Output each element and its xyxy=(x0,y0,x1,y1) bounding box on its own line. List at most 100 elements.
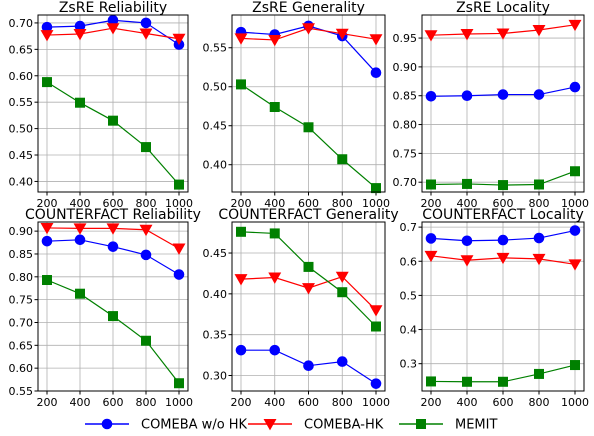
y-tick-label: 0.80 xyxy=(9,271,34,284)
x-tick-label: 800 xyxy=(332,197,353,210)
data-point xyxy=(75,288,85,299)
plot-frame xyxy=(231,221,386,392)
y-tick-label: 0.90 xyxy=(9,225,34,238)
legend-label: COMEBA-HK xyxy=(304,418,384,433)
y-tick-label: 0.40 xyxy=(203,288,228,301)
data-point xyxy=(269,228,280,239)
series-comeba-w-o-hk xyxy=(425,81,581,102)
y-tick-label: 0.60 xyxy=(9,362,34,375)
legend-marker xyxy=(263,419,277,431)
data-point xyxy=(496,252,510,265)
panel-title: ZsRE Reliability xyxy=(59,0,167,16)
x-tick-label: 600 xyxy=(493,197,514,210)
x-tick-label: 800 xyxy=(136,396,157,409)
series-comeba-hk xyxy=(234,23,383,47)
x-tick-label: 1000 xyxy=(362,396,390,409)
data-point xyxy=(268,272,282,284)
data-point xyxy=(533,232,545,244)
series-memit xyxy=(42,275,184,389)
data-point xyxy=(269,344,281,356)
y-tick-label: 0.6 xyxy=(400,255,418,268)
y-tick-label: 0.90 xyxy=(393,61,418,74)
data-point xyxy=(303,261,314,272)
y-tick-label: 0.65 xyxy=(9,43,34,56)
legend-item-memit: MEMIT xyxy=(399,418,497,433)
data-point xyxy=(269,102,280,113)
data-point xyxy=(234,274,248,286)
data-point xyxy=(108,115,118,126)
y-tick-label: 0.65 xyxy=(9,339,34,352)
data-point xyxy=(424,30,438,42)
data-point xyxy=(569,225,581,236)
panel-zsre-generality: 200 400 600 800 1000 0.40 0.45 0.50 0.55 ZsRE Gen… xyxy=(203,0,391,210)
x-tick-label: 400 xyxy=(264,396,285,409)
data-point xyxy=(426,376,436,387)
y-tick-label: 0.70 xyxy=(393,176,418,189)
data-point xyxy=(40,222,54,235)
data-point xyxy=(172,243,186,255)
x-tick-label: 1000 xyxy=(165,197,193,210)
legend-item-comeba-w-o-hk: COMEBA w/o HK xyxy=(85,418,248,433)
legend-marker xyxy=(416,419,426,429)
y-tick-label: 0.35 xyxy=(203,329,228,342)
x-tick-label: 800 xyxy=(332,396,353,409)
panel-counterfact-generality: 200 400 600 800 1000 0.30 0.35 0.40 0.45 COUNTERF… xyxy=(203,207,399,409)
panel-title: COUNTERFACT Locality xyxy=(422,207,583,223)
data-point xyxy=(371,183,381,194)
legend: COMEBA w/o HK COMEBA-HK MEMIT xyxy=(85,418,497,433)
x-tick-label: 400 xyxy=(264,197,285,210)
panel-zsre-reliability: 200 400 600 800 1000 0.40 0.45 0.50 0.55 0.60 0.65… xyxy=(9,0,194,210)
y-tick-label: 0.70 xyxy=(9,17,34,30)
data-point xyxy=(497,89,509,100)
data-point xyxy=(461,90,473,102)
data-point xyxy=(337,287,348,298)
data-point xyxy=(570,360,580,371)
y-tick-label: 0.4 xyxy=(400,324,418,337)
plot-frame xyxy=(421,221,585,392)
x-tick-label: 400 xyxy=(457,396,478,409)
data-point xyxy=(462,178,472,189)
legend-marker xyxy=(101,418,113,430)
data-point xyxy=(371,321,381,332)
data-point xyxy=(236,79,246,90)
series-comeba-w-o-hk xyxy=(41,14,185,50)
series-memit xyxy=(426,360,580,387)
data-point xyxy=(106,23,120,35)
x-tick-label: 1000 xyxy=(362,197,390,210)
data-point xyxy=(75,97,85,108)
y-tick-label: 0.3 xyxy=(400,358,418,371)
x-tick-label: 200 xyxy=(37,197,58,210)
y-tick-label: 0.40 xyxy=(9,175,34,188)
data-point xyxy=(532,25,546,37)
data-point xyxy=(496,28,510,40)
y-tick-label: 0.75 xyxy=(9,294,34,307)
y-tick-label: 0.45 xyxy=(203,247,228,260)
y-tick-label: 0.60 xyxy=(9,70,34,83)
data-point xyxy=(140,249,152,261)
data-point xyxy=(42,275,52,286)
data-point xyxy=(460,29,474,41)
x-tick-label: 800 xyxy=(136,197,157,210)
panel-title: COUNTERFACT Generality xyxy=(218,207,398,223)
series-comeba-w-o-hk xyxy=(41,234,185,280)
data-point xyxy=(568,19,582,32)
panel-zsre-locality: 200 400 600 800 1000 0.70 0.75 0.80 0.85 0.90 0.95… xyxy=(393,0,590,210)
y-tick-label: 0.55 xyxy=(9,96,34,109)
series-memit xyxy=(236,226,381,332)
data-point xyxy=(426,179,436,190)
data-point xyxy=(107,241,119,252)
y-tick-label: 0.40 xyxy=(203,159,228,172)
y-tick-label: 0.50 xyxy=(203,81,228,94)
data-point xyxy=(74,234,86,246)
data-point xyxy=(424,250,438,263)
data-point xyxy=(369,34,383,46)
data-point xyxy=(173,269,185,280)
series-comeba-hk xyxy=(424,19,582,42)
data-point xyxy=(425,233,437,244)
data-point xyxy=(41,235,53,247)
series-memit xyxy=(236,79,381,194)
data-point xyxy=(570,166,580,177)
x-tick-label: 600 xyxy=(103,396,124,409)
y-tick-label: 0.95 xyxy=(393,32,418,45)
x-tick-label: 200 xyxy=(37,396,58,409)
